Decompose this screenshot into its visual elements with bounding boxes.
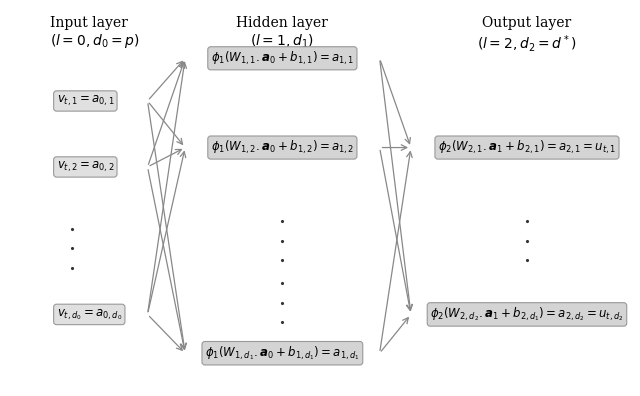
Text: Input layer
$(l = 0, d_0 = p)$: Input layer $(l = 0, d_0 = p)$: [51, 15, 140, 50]
Text: $\phi_2(W_{2,1}.\boldsymbol{a}_1 + b_{2,1}) = a_{2,1} = u_{t,1}$: $\phi_2(W_{2,1}.\boldsymbol{a}_1 + b_{2,…: [438, 139, 616, 156]
Text: $\phi_2(W_{2,d_2}.\boldsymbol{a}_1 + b_{2,d_1}) = a_{2,d_2} = u_{t,d_2}$: $\phi_2(W_{2,d_2}.\boldsymbol{a}_1 + b_{…: [430, 306, 624, 323]
Text: Output layer
$(l = 2, d_2 = d^*)$: Output layer $(l = 2, d_2 = d^*)$: [477, 15, 577, 54]
Text: $\phi_1(W_{1,1}.\boldsymbol{a}_0 + b_{1,1}) = a_{1,1}$: $\phi_1(W_{1,1}.\boldsymbol{a}_0 + b_{1,…: [211, 50, 354, 67]
Text: $\phi_1(W_{1,2}.\boldsymbol{a}_0 + b_{1,2}) = a_{1,2}$: $\phi_1(W_{1,2}.\boldsymbol{a}_0 + b_{1,…: [211, 139, 354, 156]
Text: $v_{t,1} = a_{0,1}$: $v_{t,1} = a_{0,1}$: [56, 94, 114, 108]
Text: $v_{t,2} = a_{0,2}$: $v_{t,2} = a_{0,2}$: [56, 160, 114, 174]
Text: $v_{t,d_0} = a_{0,d_0}$: $v_{t,d_0} = a_{0,d_0}$: [56, 307, 122, 322]
Text: $\phi_1(W_{1,d_1}.\boldsymbol{a}_0 + b_{1,d_1}) = a_{1,d_1}$: $\phi_1(W_{1,d_1}.\boldsymbol{a}_0 + b_{…: [205, 345, 360, 362]
Text: Hidden layer
$(l = 1, d_1)$: Hidden layer $(l = 1, d_1)$: [236, 15, 328, 50]
